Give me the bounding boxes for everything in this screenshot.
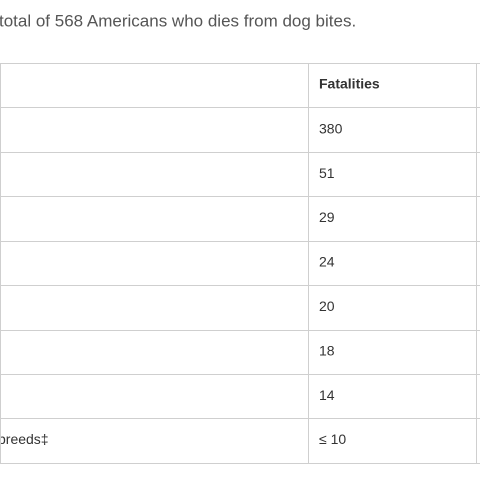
fatalities-cell: ≤ 10 — [319, 431, 346, 447]
fatalities-cell: 24 — [319, 254, 335, 270]
fatalities-cell: 29 — [319, 209, 335, 225]
table: Fatalities 380 51 29 24 20 18 14 breeds‡ ≤ 10 — [0, 63, 480, 464]
fatalities-cell: 20 — [319, 298, 335, 314]
intro-text: total of 568 Americans who dies from dog… — [0, 11, 356, 30]
fatalities-cell: 380 — [319, 120, 343, 136]
column-header: Fatalities — [319, 76, 380, 92]
fatalities-cell: 18 — [319, 342, 335, 358]
fatalities-cell: 51 — [319, 165, 335, 181]
row-label: breeds‡ — [0, 431, 49, 447]
fatalities-cell: 14 — [319, 387, 335, 403]
